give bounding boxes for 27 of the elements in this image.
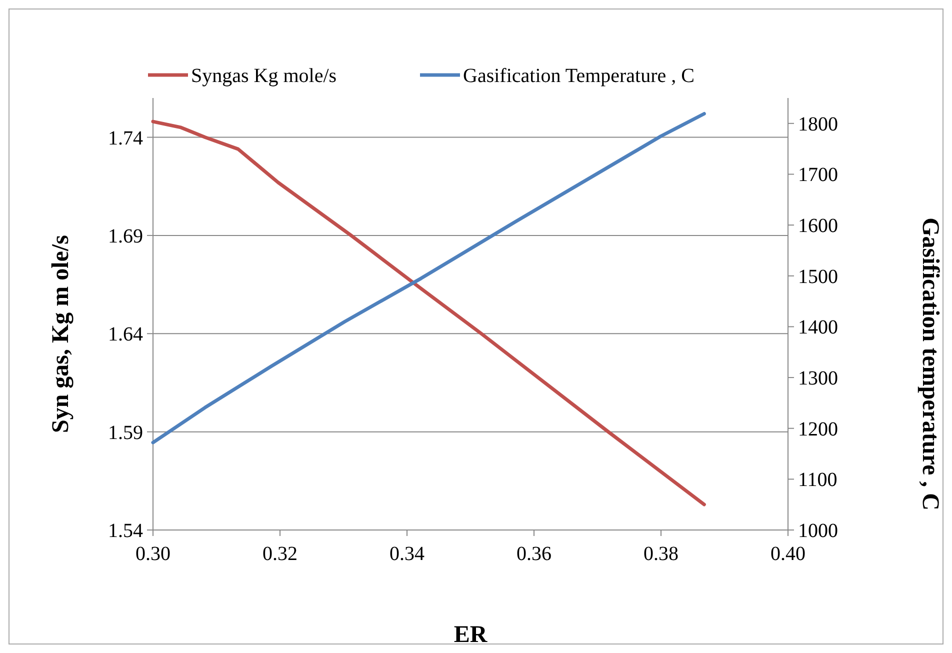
y-tick-label: 1.64 [108,324,143,346]
y2-tick-label: 1100 [798,469,838,492]
y2-tick-label: 1400 [798,316,838,339]
y-axis-title: Syn gas, Kg m ole/s [48,234,74,434]
line-series [151,120,706,506]
y2-tick-label: 1300 [798,368,838,390]
y-tick-label: 1.69 [108,225,143,248]
y-tick-label: 1.54 [108,520,143,542]
y2-axis-title: Gasification temperature , C [917,218,943,510]
y2-tick-label: 1800 [798,113,838,136]
y2-tick-label: 1200 [798,418,838,440]
x-tick-label: 0.36 [516,543,552,565]
y2-tick-label: 1600 [798,215,838,238]
y-tick-label: 1.74 [108,127,143,150]
x-tick-label: 0.38 [644,543,678,565]
x-tick-label: 0.40 [770,543,806,565]
legend-label: Syngas Kg mole/s [191,65,337,87]
x-tick-label: 0.32 [262,543,298,565]
y2-tick-label: 1000 [798,520,838,542]
y-tick-label: 1.59 [108,422,143,444]
x-tick-label: 0.34 [390,543,424,565]
x-tick-label: 0.30 [136,543,170,565]
x-axis-title: ER [454,622,488,648]
y2-tick-label: 1500 [798,266,838,288]
legend-label: Gasification Temperature , C [463,65,694,87]
y2-tick-label: 1700 [798,164,838,186]
line-series [151,112,706,444]
